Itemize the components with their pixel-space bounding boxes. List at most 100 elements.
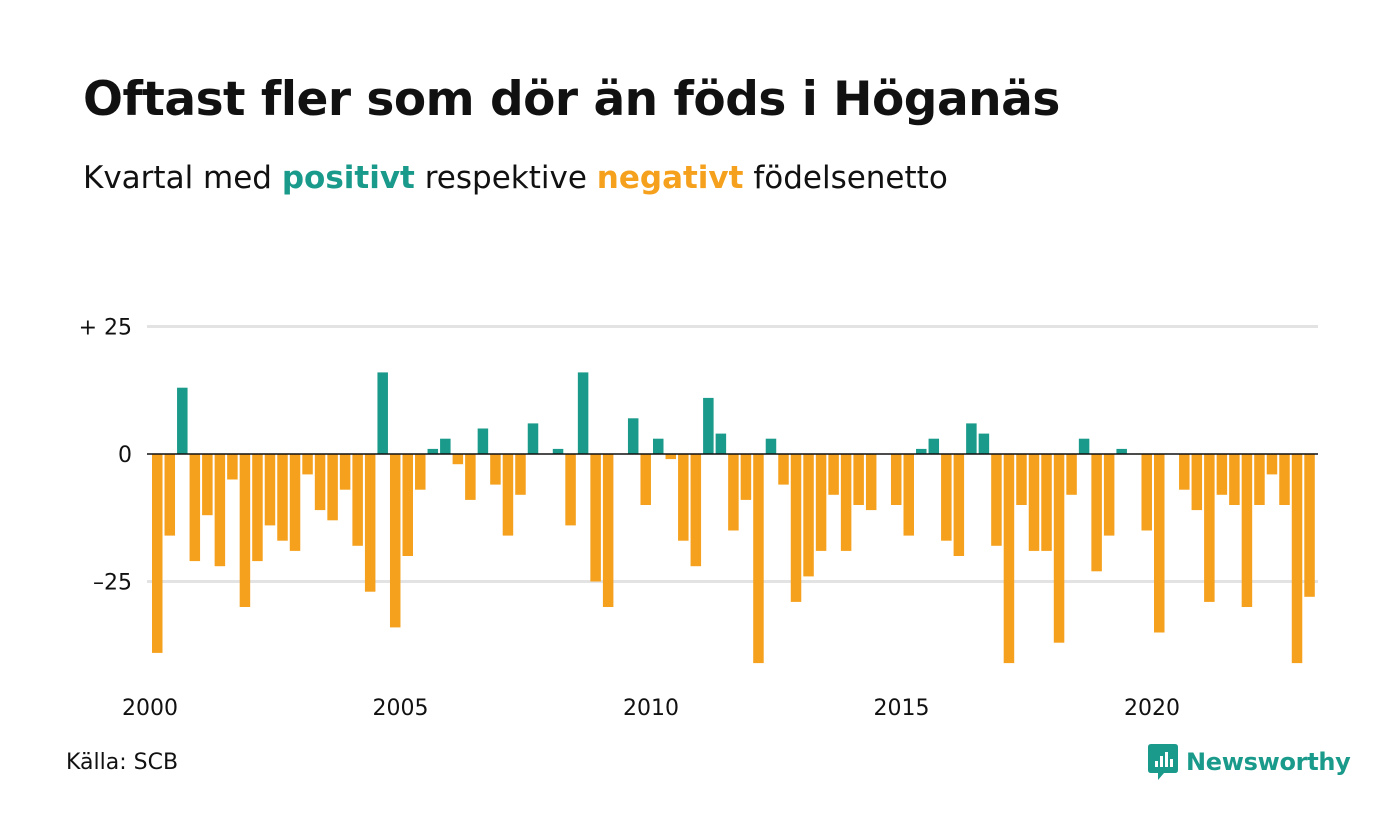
x-tick-label: 2000 — [122, 696, 178, 721]
x-tick-label: 2020 — [1124, 696, 1180, 721]
x-tick-label: 2010 — [623, 696, 679, 721]
bar — [164, 454, 176, 536]
bar — [415, 454, 426, 490]
subtitle-suffix: födelsenetto — [743, 160, 948, 196]
brand-name: Newsworthy — [1186, 748, 1351, 776]
bar — [903, 454, 914, 536]
bar — [302, 454, 313, 475]
bar — [678, 454, 689, 541]
bar — [941, 454, 952, 541]
bar — [352, 454, 363, 546]
bar — [289, 454, 301, 551]
chart-subtitle: Kvartal med positivt respektive negativt… — [83, 160, 948, 196]
bar — [339, 454, 351, 490]
bar — [1103, 454, 1115, 536]
bar — [1229, 454, 1240, 505]
bar — [1154, 454, 1165, 633]
bar — [177, 387, 188, 454]
bar — [753, 454, 764, 664]
bar — [728, 454, 739, 531]
bar — [828, 454, 839, 495]
bar — [991, 454, 1002, 546]
bar — [665, 454, 677, 460]
bar — [690, 454, 702, 567]
bar — [214, 454, 226, 567]
bar — [377, 372, 388, 454]
bar — [1191, 454, 1203, 511]
bar — [1041, 454, 1052, 551]
axes: + 25 0 –25 2000 2005 2010 2015 2020 — [79, 316, 1318, 721]
bar — [327, 454, 338, 521]
x-tick-label: 2015 — [874, 696, 930, 721]
bar — [1053, 454, 1065, 643]
chart-title: Oftast fler som dör än föds i Höganäs — [83, 72, 1060, 127]
bar — [515, 454, 526, 495]
bar — [916, 448, 927, 454]
bar — [1066, 454, 1077, 495]
bar — [552, 448, 564, 454]
bar — [227, 454, 238, 480]
bar — [703, 397, 714, 454]
bar — [1291, 454, 1303, 664]
bar — [1204, 454, 1215, 602]
bar — [440, 438, 451, 454]
bar — [527, 423, 539, 454]
bar — [740, 454, 752, 500]
bar — [364, 454, 376, 592]
bar — [602, 454, 614, 607]
bar — [865, 454, 877, 511]
bar — [277, 454, 288, 541]
y-tick-label: + 25 — [79, 316, 132, 341]
bar — [452, 454, 464, 465]
bar — [803, 454, 814, 577]
bar — [1241, 454, 1253, 607]
bar — [840, 454, 852, 551]
y-tick-label: –25 — [93, 571, 132, 596]
source-note: Källa: SCB — [66, 750, 179, 775]
bar — [314, 454, 326, 511]
bar — [577, 372, 589, 454]
bar — [928, 438, 940, 454]
bar — [1091, 454, 1102, 572]
bar — [1003, 454, 1015, 664]
subtitle-prefix: Kvartal med — [83, 160, 282, 196]
bar — [1141, 454, 1152, 531]
bar — [1279, 454, 1290, 505]
bars — [152, 372, 1315, 664]
bar — [202, 454, 213, 516]
bar — [152, 454, 163, 653]
bar — [264, 454, 276, 526]
bar — [590, 454, 601, 582]
bar — [1266, 454, 1278, 475]
bar — [1179, 454, 1190, 490]
bar — [627, 418, 639, 454]
bar — [189, 454, 201, 562]
brand-logo: Newsworthy — [1148, 744, 1351, 780]
x-tick-label: 2005 — [373, 696, 429, 721]
bar — [1078, 438, 1090, 454]
bar — [815, 454, 827, 551]
bar — [953, 454, 965, 556]
bar — [640, 454, 651, 505]
bar — [502, 454, 514, 536]
bar — [715, 433, 727, 454]
subtitle-positive-word: positivt — [281, 160, 415, 196]
bar — [978, 433, 990, 454]
y-tick-label: 0 — [118, 443, 132, 468]
gridlines — [147, 325, 1318, 583]
bar — [1304, 454, 1315, 597]
bar — [565, 454, 576, 526]
subtitle-negative-word: negativt — [596, 160, 744, 196]
subtitle-middle: respektive — [414, 160, 597, 196]
bar — [465, 454, 476, 500]
bar — [239, 454, 251, 607]
bar — [966, 423, 977, 454]
bar — [890, 454, 902, 505]
bar — [790, 454, 802, 602]
bar — [402, 454, 413, 556]
bar — [252, 454, 263, 562]
bar — [1216, 454, 1228, 495]
bar — [778, 454, 789, 485]
bar — [477, 428, 489, 454]
